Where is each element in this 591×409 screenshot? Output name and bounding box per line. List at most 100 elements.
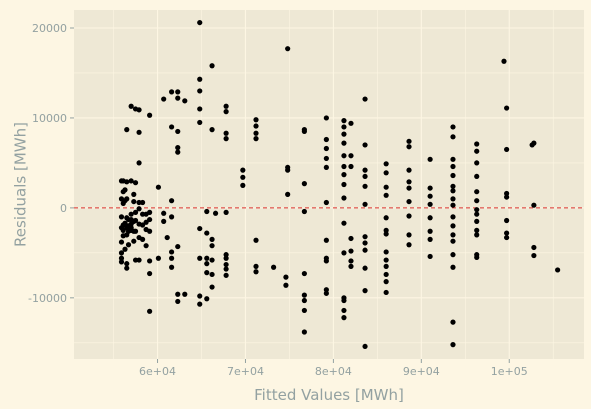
data-point: [301, 292, 307, 298]
data-point: [341, 153, 347, 159]
data-point: [301, 297, 307, 304]
data-point: [209, 284, 215, 290]
data-point: [253, 237, 259, 243]
y-tick-label: 0: [60, 202, 67, 215]
data-point: [147, 112, 153, 118]
data-point: [383, 161, 389, 167]
data-point: [128, 178, 134, 184]
x-tick-label: 1e+05: [491, 365, 528, 378]
x-tick-label: 9e+04: [403, 365, 440, 378]
data-point: [504, 230, 510, 236]
data-point: [143, 219, 149, 225]
data-point: [143, 243, 149, 249]
data-point: [131, 191, 137, 197]
data-point: [197, 255, 203, 261]
data-point: [362, 142, 368, 148]
data-point: [450, 223, 456, 229]
data-point: [362, 247, 368, 253]
data-point: [197, 76, 203, 82]
data-point: [301, 181, 307, 187]
data-point: [348, 153, 354, 159]
data-point: [131, 198, 137, 205]
data-point: [301, 208, 307, 215]
data-point: [450, 183, 456, 189]
data-point: [285, 46, 291, 52]
y-tick-label: 20000: [32, 22, 67, 35]
data-point: [406, 232, 412, 238]
x-tick-label: 8e+04: [315, 365, 352, 378]
data-point: [197, 106, 203, 112]
data-point: [383, 271, 389, 278]
data-point: [450, 214, 456, 220]
data-point: [283, 274, 289, 280]
data-point: [474, 254, 480, 260]
y-tick-label: 10000: [32, 112, 67, 125]
data-point: [223, 266, 229, 272]
data-point: [124, 179, 130, 185]
data-point: [427, 215, 433, 221]
data-point: [132, 228, 139, 234]
data-point: [204, 208, 210, 215]
data-point: [474, 160, 480, 166]
data-point: [348, 263, 354, 269]
data-point: [223, 261, 229, 268]
data-point: [383, 289, 389, 296]
x-tick-label: 6e+04: [139, 365, 176, 378]
data-point: [474, 207, 480, 213]
data-point: [223, 272, 229, 278]
data-point: [136, 107, 142, 113]
data-point: [450, 238, 456, 244]
data-point: [450, 124, 456, 130]
data-point: [406, 242, 412, 248]
data-point: [124, 261, 130, 267]
data-point: [155, 255, 162, 261]
data-point: [223, 209, 229, 215]
data-point: [341, 118, 347, 124]
data-point: [383, 231, 389, 237]
data-point: [341, 172, 347, 178]
data-point: [474, 227, 480, 233]
data-point: [362, 288, 368, 294]
data-point: [341, 163, 347, 170]
data-point: [427, 228, 433, 234]
data-point: [139, 199, 146, 206]
data-point: [169, 124, 175, 130]
data-point: [531, 244, 537, 251]
data-point: [427, 193, 433, 199]
data-point: [362, 96, 368, 102]
data-point: [118, 239, 125, 245]
data-point: [341, 124, 347, 130]
data-point: [197, 88, 203, 94]
data-point: [341, 140, 347, 146]
data-point: [175, 89, 181, 95]
data-point: [348, 120, 354, 126]
data-point: [383, 215, 389, 221]
data-point: [474, 211, 480, 217]
data-point: [175, 128, 181, 135]
data-point: [504, 105, 510, 111]
data-point: [169, 255, 175, 261]
data-point: [285, 191, 291, 197]
data-point: [362, 265, 368, 271]
minor-gridlines: [74, 10, 584, 359]
data-point: [147, 228, 153, 234]
y-tick-label: -10000: [28, 292, 67, 305]
data-point: [118, 259, 125, 265]
data-point: [169, 198, 175, 204]
data-point: [504, 217, 510, 224]
data-point: [212, 210, 219, 216]
data-point: [182, 291, 188, 297]
data-point: [125, 242, 132, 248]
data-point: [131, 238, 137, 244]
data-point: [362, 234, 368, 240]
data-point: [406, 179, 412, 185]
data-point: [136, 129, 142, 135]
data-point: [341, 315, 347, 321]
data-point: [383, 279, 389, 285]
data-point: [164, 234, 170, 241]
data-point: [406, 167, 412, 173]
data-point: [204, 230, 210, 236]
data-point: [197, 293, 203, 299]
data-point: [124, 127, 130, 133]
data-point: [204, 261, 210, 267]
